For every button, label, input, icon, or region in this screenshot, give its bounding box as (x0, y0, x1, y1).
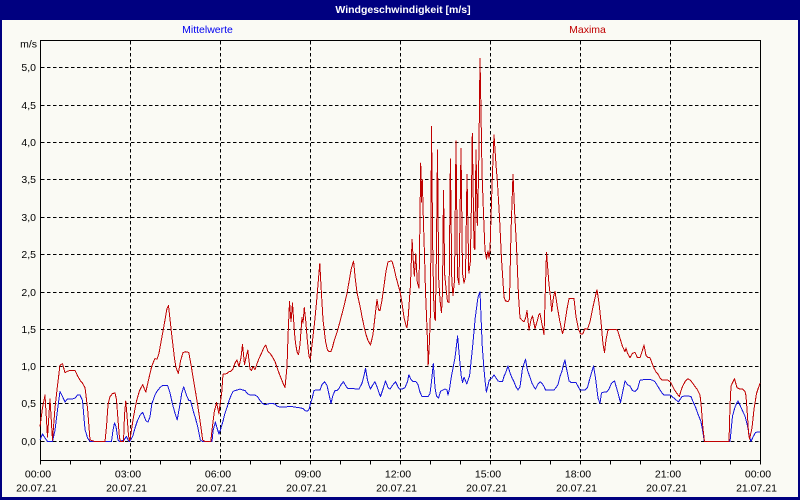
svg-text:1,0: 1,0 (21, 361, 36, 373)
svg-text:20.07.21: 20.07.21 (106, 483, 147, 495)
svg-text:1,5: 1,5 (21, 324, 36, 336)
svg-text:00:00: 00:00 (25, 469, 51, 481)
svg-text:4,0: 4,0 (21, 137, 36, 149)
svg-text:15:00: 15:00 (475, 469, 501, 481)
svg-text:2,5: 2,5 (21, 249, 36, 261)
svg-text:06:00: 06:00 (205, 469, 231, 481)
svg-text:20.07.21: 20.07.21 (16, 483, 57, 495)
svg-text:12:00: 12:00 (385, 469, 411, 481)
svg-text:20.07.21: 20.07.21 (286, 483, 327, 495)
svg-text:m/s: m/s (20, 39, 37, 51)
svg-text:5,0: 5,0 (21, 62, 36, 74)
svg-text:0,0: 0,0 (21, 436, 36, 448)
svg-text:20.07.21: 20.07.21 (376, 483, 417, 495)
svg-text:20.07.21: 20.07.21 (196, 483, 237, 495)
svg-text:3,5: 3,5 (21, 174, 36, 186)
svg-text:3,0: 3,0 (21, 212, 36, 224)
svg-text:4,5: 4,5 (21, 100, 36, 112)
svg-text:03:00: 03:00 (115, 469, 141, 481)
svg-text:20.07.21: 20.07.21 (466, 483, 507, 495)
svg-text:2,0: 2,0 (21, 287, 36, 299)
svg-text:0,5: 0,5 (21, 398, 36, 410)
svg-text:20.07.21: 20.07.21 (646, 483, 687, 495)
svg-text:09:00: 09:00 (295, 469, 321, 481)
svg-text:21:00: 21:00 (655, 469, 681, 481)
svg-text:21.07.21: 21.07.21 (736, 483, 777, 495)
svg-text:00:00: 00:00 (745, 469, 771, 481)
svg-text:20.07.21: 20.07.21 (556, 483, 597, 495)
svg-text:18:00: 18:00 (565, 469, 591, 481)
